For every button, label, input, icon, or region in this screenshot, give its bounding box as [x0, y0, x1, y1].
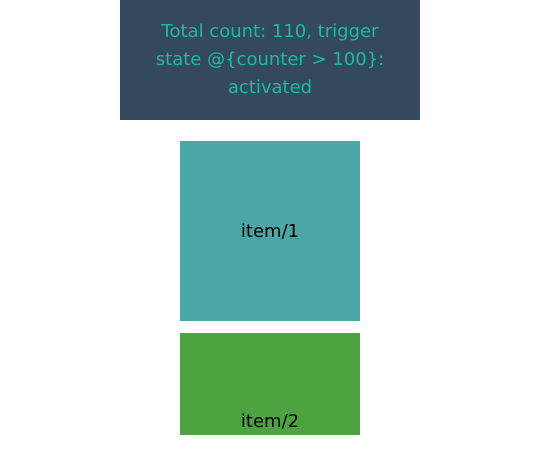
list-item-label: item/1 — [240, 220, 300, 242]
list-item-label: item/2 — [240, 411, 300, 432]
list-item-2[interactable]: item/2 — [180, 333, 360, 435]
status-text: Total count: 110, trigger state @{counte… — [155, 21, 385, 98]
status-header: Total count: 110, trigger state @{counte… — [120, 0, 420, 120]
list-item-1[interactable]: item/1 — [180, 141, 360, 321]
